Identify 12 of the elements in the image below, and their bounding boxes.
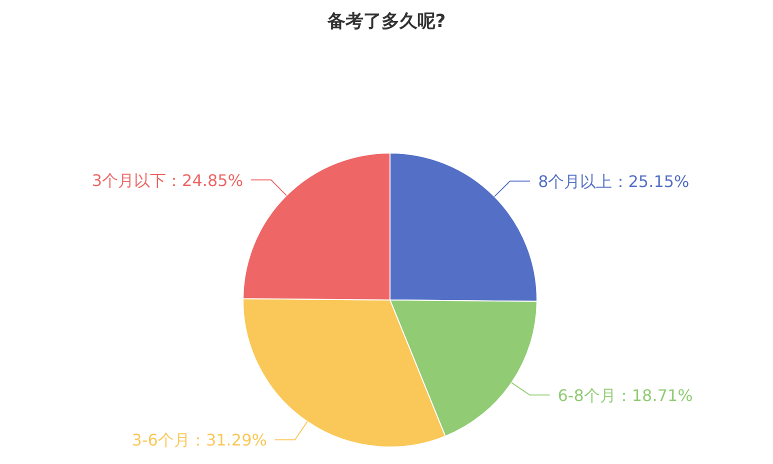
data-label: ：24.85% bbox=[166, 170, 244, 190]
pie-slice bbox=[390, 300, 538, 437]
chart-title: 备考了多久呢? bbox=[326, 11, 446, 32]
slice-label: 3个月以下 bbox=[92, 170, 166, 190]
data-label: ：31.29% bbox=[190, 430, 267, 450]
data-label: ：18.71% bbox=[616, 386, 693, 406]
data-label: ：25.15% bbox=[612, 172, 690, 192]
pie-slice bbox=[242, 152, 390, 300]
pie-slice bbox=[390, 152, 538, 302]
slice-label: 3-6个月 bbox=[132, 430, 190, 450]
slice-label: 8个月以上 bbox=[538, 172, 612, 192]
slice-label: 6-8个月 bbox=[558, 386, 616, 406]
